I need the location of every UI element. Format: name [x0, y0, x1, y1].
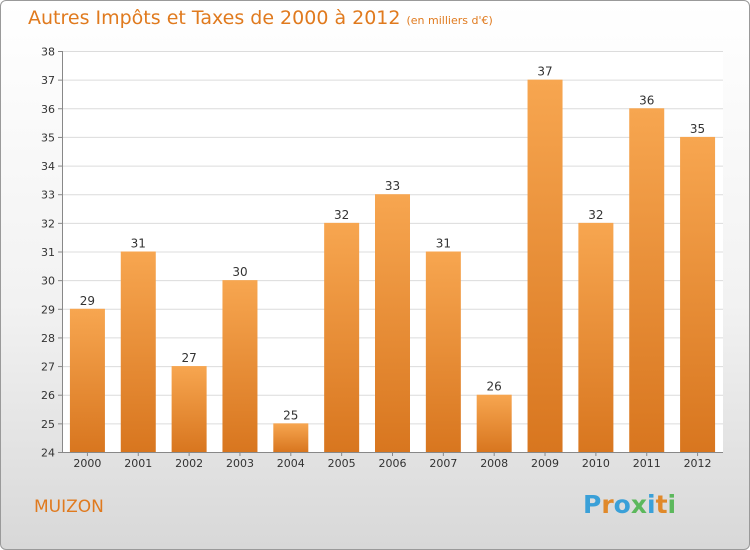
y-tick-label: 38 [41, 46, 55, 59]
x-tick-label: 2009 [531, 457, 559, 470]
y-tick-label: 33 [41, 189, 55, 202]
x-tick-label: 2000 [73, 457, 101, 470]
data-label: 30 [232, 265, 247, 279]
title-unit: (en milliers d'€) [406, 14, 493, 27]
y-tick-label: 36 [41, 103, 55, 116]
data-label: 31 [131, 237, 146, 251]
y-tick-label: 37 [41, 74, 55, 87]
data-label: 32 [588, 208, 603, 222]
x-tick-label: 2011 [633, 457, 661, 470]
bar-2002 [171, 366, 207, 452]
x-tick-label: 2008 [480, 457, 508, 470]
proxiti-logo: Proxiti [583, 490, 676, 519]
bar-2011 [629, 108, 665, 453]
data-label: 33 [385, 179, 400, 193]
chart-title: Autres Impôts et Taxes de 2000 à 2012 (en… [28, 7, 493, 29]
x-tick-label: 2001 [124, 457, 152, 470]
logo-letter: t [655, 490, 668, 519]
x-tick-label: 2002 [175, 457, 203, 470]
bar-2005 [324, 222, 360, 452]
x-tick-label: 2012 [684, 457, 712, 470]
y-tick-label: 27 [41, 361, 55, 374]
bar-2006 [375, 194, 410, 452]
bar-2009 [527, 79, 563, 453]
bar-2012 [680, 136, 716, 452]
logo-letter: r [601, 490, 614, 519]
bar-2001 [120, 251, 156, 452]
data-label: 36 [639, 93, 654, 107]
y-tick-label: 30 [41, 275, 55, 288]
x-tick-label: 2006 [379, 457, 407, 470]
bar-2008 [476, 394, 512, 452]
bar-2000 [69, 308, 105, 452]
data-label: 37 [537, 65, 552, 79]
title-text: Autres Impôts et Taxes de 2000 à 2012 [28, 7, 401, 29]
y-tick-label: 25 [41, 418, 55, 431]
commune-name: MUIZON [34, 497, 104, 517]
data-label: 32 [334, 208, 349, 222]
y-tick-label: 26 [41, 389, 55, 402]
y-tick-label: 34 [41, 160, 55, 173]
x-tick-label: 2004 [277, 457, 305, 470]
y-tick-label: 24 [41, 447, 55, 460]
x-tick-label: 2010 [582, 457, 610, 470]
logo-letter: P [583, 490, 602, 519]
bar-2003 [222, 280, 258, 452]
logo-letter: i [667, 490, 677, 519]
bar-2010 [578, 222, 614, 452]
bar-2004 [273, 423, 309, 452]
y-tick-label: 35 [41, 131, 55, 144]
bar-2007 [425, 251, 461, 452]
y-tick-label: 29 [41, 303, 55, 316]
data-label: 26 [487, 380, 502, 394]
data-label: 29 [80, 294, 95, 308]
data-label: 25 [283, 408, 298, 422]
y-tick-label: 32 [41, 217, 55, 230]
y-tick-label: 28 [41, 332, 55, 345]
data-label: 27 [181, 351, 196, 365]
x-tick-label: 2007 [429, 457, 457, 470]
logo-letter: o [613, 490, 631, 519]
data-label: 35 [690, 122, 705, 136]
data-label: 31 [436, 237, 451, 251]
x-tick-label: 2003 [226, 457, 254, 470]
logo-letter: i [647, 490, 656, 519]
logo-letter: x [630, 490, 647, 519]
x-tick-label: 2005 [328, 457, 356, 470]
y-tick-label: 31 [41, 246, 55, 259]
